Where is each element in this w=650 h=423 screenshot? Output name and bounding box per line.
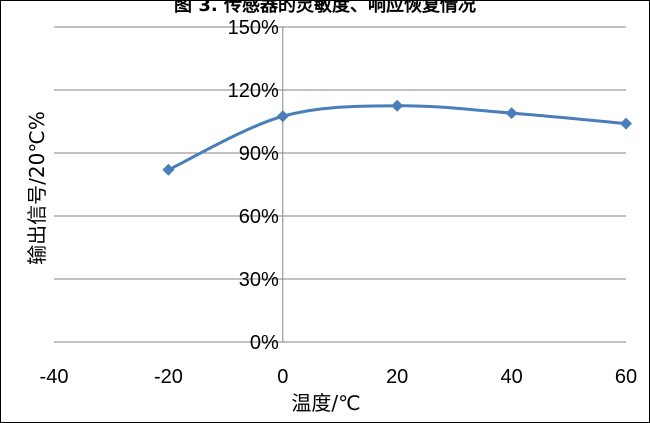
data-point [276, 110, 289, 123]
y-tick-label: 120% [228, 80, 279, 102]
data-point [162, 163, 175, 176]
x-tick-label: 0 [277, 366, 288, 388]
x-tick-label: 40 [500, 366, 522, 388]
x-tick-label: -40 [40, 366, 69, 388]
x-tick-label: 20 [386, 366, 408, 388]
y-tick-label: 90% [239, 143, 279, 165]
x-tick-label: 60 [615, 366, 637, 388]
y-tick-label: 30% [239, 269, 279, 291]
gridlines [54, 26, 626, 343]
y-axis-title: 输出信号/20℃% [25, 111, 49, 265]
x-tick-label: -20 [154, 366, 183, 388]
x-axis-title: 温度/℃ [291, 391, 360, 415]
data-point [505, 107, 518, 120]
data-point [620, 117, 632, 130]
data-point [391, 99, 404, 112]
y-tick-label: 0% [250, 332, 279, 354]
y-tick-label: 150% [228, 17, 279, 39]
chart-title: 图 3. 传感器的灵敏度、响应恢复情况 [174, 0, 476, 16]
series-line [167, 104, 627, 172]
x-axis: -40 -20 0 20 40 60 [40, 366, 638, 388]
series [162, 99, 632, 176]
y-axis: 0% 30% 60% 90% 120% 150% [228, 17, 284, 354]
y-tick-label: 60% [239, 206, 279, 228]
